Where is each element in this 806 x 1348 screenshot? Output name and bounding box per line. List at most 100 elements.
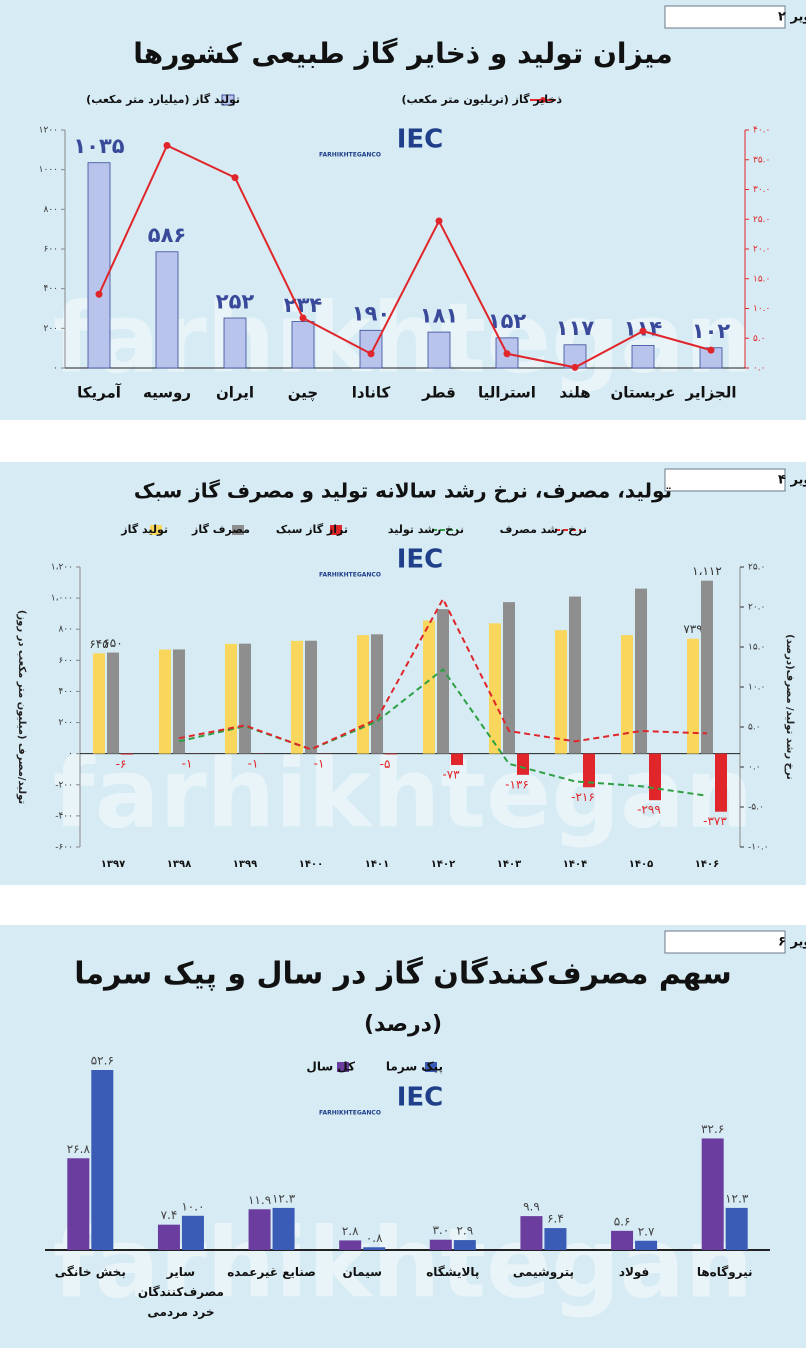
- data-label: ۳.۰: [432, 1223, 449, 1237]
- x-tick-label: ۱۴۰۴: [563, 859, 587, 870]
- y-tick-label: ۴۰۰: [58, 687, 73, 697]
- y-tick-label: -۶۰۰: [55, 843, 73, 853]
- data-label: ۱۱۷: [556, 316, 595, 340]
- bar: [107, 652, 119, 754]
- data-label: -۱۳۶: [505, 777, 529, 791]
- y2-tick-label: ۲۵.۰: [748, 563, 765, 573]
- figure-tag-box: [664, 468, 786, 492]
- panel-background: [0, 0, 806, 420]
- bar: [155, 251, 179, 369]
- legend-label: کل سال: [306, 1060, 355, 1074]
- line-marker: [639, 327, 647, 335]
- data-label: ۰.۸: [366, 1231, 383, 1245]
- data-label: ۶۴۵: [89, 637, 108, 651]
- logo-site: FARHIKHTEGANCO: [319, 1110, 381, 1117]
- bar: [173, 649, 185, 754]
- data-label: ۱،۱۱۲: [692, 564, 722, 578]
- x-tick-label: روسیه: [143, 384, 191, 402]
- bar: [272, 1207, 295, 1250]
- bar: [649, 753, 661, 801]
- data-label: ۲.۷: [638, 1224, 655, 1238]
- y2-tick-label: ۳۵.۰: [753, 155, 770, 165]
- legend-swatch: [330, 525, 342, 535]
- line: [178, 596, 708, 751]
- legend-label: نرخ رشد تولید: [388, 523, 464, 536]
- data-label: ۱۰۳۵: [73, 134, 124, 158]
- x-tick-label: هلند: [559, 384, 590, 402]
- x-tick-label: سایر مصرف‌کنندگان خرد مردمی: [137, 1265, 224, 1319]
- bar: [715, 753, 727, 812]
- data-label: ۱۸۱: [420, 303, 458, 327]
- y-axis-label: تولید/مصرف (میلیون متر مکعب در روز): [16, 610, 27, 805]
- y-tick-label: ۶۰۰: [43, 245, 58, 255]
- line: [98, 144, 712, 369]
- watermark: farhikhtegan: [53, 737, 753, 849]
- bar: [239, 643, 251, 754]
- line-marker: [231, 174, 239, 182]
- bar: [621, 635, 633, 754]
- line-marker: [503, 350, 511, 358]
- chart-panel: farhikhteganIECFARHIKHTEGANCOتصویر ۶سهم …: [0, 925, 806, 1348]
- y2-tick-label: ۰.۰: [753, 364, 766, 374]
- chart-title: سهم مصرف‌کنندگان گاز در سال و پیک سرما: [74, 956, 732, 992]
- bar: [248, 1209, 271, 1250]
- bar: [489, 623, 501, 754]
- bar: [701, 580, 713, 754]
- bar: [291, 321, 315, 369]
- legend-label: تولید گاز: [120, 523, 168, 536]
- x-tick-label: ۱۴۰۲: [431, 859, 455, 870]
- x-tick-label: بخش خانگی: [54, 1265, 126, 1279]
- data-label: ۵۲.۶: [91, 1054, 114, 1068]
- bar: [91, 1070, 114, 1250]
- data-label: -۱: [248, 756, 259, 770]
- legend-label: ذخایر گاز (تریلیون متر مکعب): [402, 93, 563, 106]
- data-label: ۶.۴: [547, 1212, 564, 1226]
- data-label: ۷.۴: [161, 1208, 178, 1222]
- x-tick-label: صنایع غیرعمده: [227, 1265, 316, 1279]
- x-tick-label: کانادا: [352, 384, 391, 402]
- bar: [555, 630, 567, 754]
- figure-tag-box: [664, 5, 786, 29]
- x-tick-label: عربستان: [610, 384, 675, 402]
- y-tick-label: ۸۰۰: [58, 625, 73, 635]
- chart-title: تولید، مصرف، نرخ رشد سالانه تولید و مصرف…: [134, 479, 672, 503]
- bar: [93, 653, 105, 754]
- line-marker: [367, 350, 375, 358]
- x-tick-label: آمریکا: [77, 384, 122, 402]
- data-label: ۱۱.۹: [248, 1193, 271, 1207]
- bar: [583, 753, 595, 788]
- x-tick-label: ایران: [216, 384, 254, 402]
- y-tick-label: ۱۰۰۰: [39, 165, 58, 175]
- y2-tick-label: ۲۵.۰: [753, 215, 770, 225]
- data-label: ۲۶.۸: [67, 1142, 91, 1156]
- x-tick-label: استرالیا: [478, 384, 536, 402]
- y-tick-label: ۰: [68, 749, 73, 759]
- data-label: -۷۳: [442, 768, 460, 782]
- y-tick-label: ۴۰۰: [43, 284, 58, 294]
- y2-tick-label: -۵.۰: [748, 803, 764, 813]
- data-label: ۷۳۹: [683, 622, 702, 636]
- x-tick-label: ۱۳۹۷: [101, 859, 125, 870]
- line-marker: [707, 346, 715, 354]
- x-tick-label: الجزایر: [684, 384, 736, 402]
- legend-marker: [540, 97, 546, 103]
- bar: [67, 1158, 90, 1250]
- legend-label: پیک سرما: [386, 1060, 443, 1074]
- data-label: ۱۹۰: [352, 302, 390, 326]
- chart-panel: farhikhteganIECFARHIKHTEGANCOتصویر ۲میزا…: [0, 0, 806, 420]
- x-tick-label: نیروگاه‌ها: [696, 1265, 753, 1279]
- line-marker: [95, 290, 103, 298]
- bar: [429, 1239, 452, 1250]
- chart-title: میزان تولید و ذخایر گاز طبیعی کشورها: [133, 37, 672, 70]
- y2-tick-label: ۵.۰: [753, 334, 766, 344]
- data-label: ۲۵۲: [216, 289, 255, 313]
- line-marker: [571, 363, 579, 371]
- panel-background: [0, 925, 806, 1348]
- bar: [569, 596, 581, 754]
- data-label: -۵: [380, 757, 391, 771]
- y-tick-label: ۸۰۰: [43, 205, 58, 215]
- bar: [157, 1224, 180, 1250]
- logo-site: FARHIKHTEGANCO: [319, 572, 381, 579]
